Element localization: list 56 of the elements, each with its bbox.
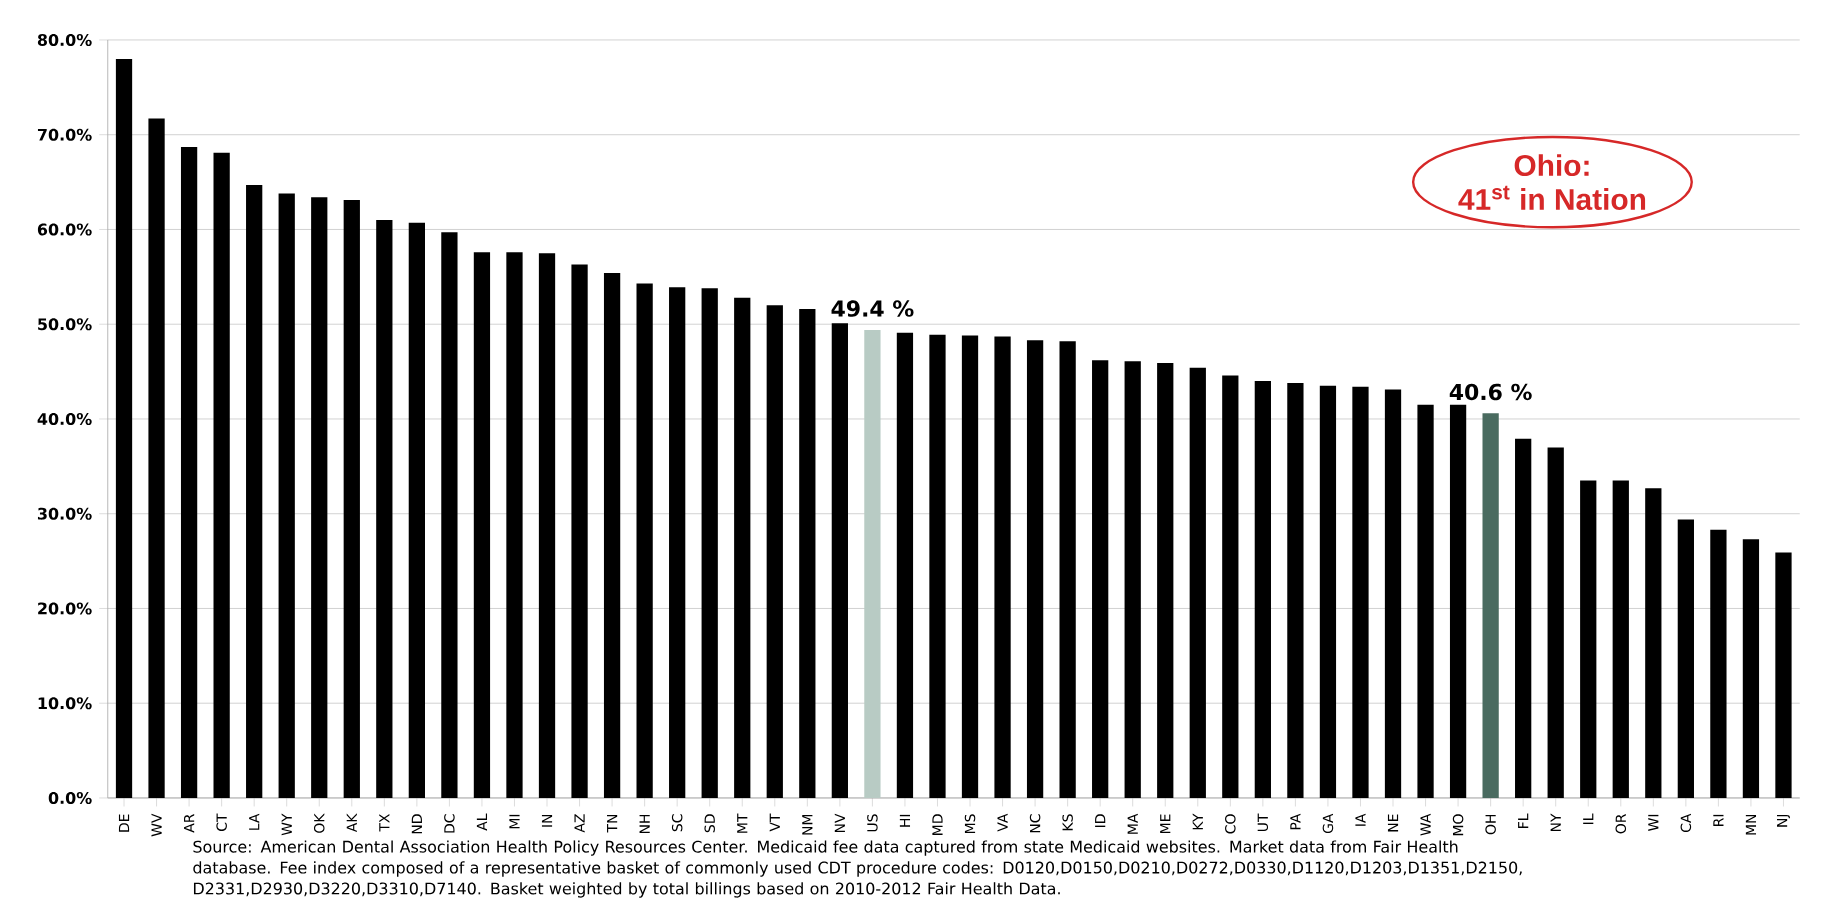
bar xyxy=(1124,361,1141,798)
bar xyxy=(1092,360,1109,798)
bar xyxy=(213,152,230,798)
bar xyxy=(603,273,621,798)
bar xyxy=(1515,438,1532,798)
bar xyxy=(473,252,491,798)
bar xyxy=(180,147,198,798)
bar xyxy=(278,193,295,798)
bar xyxy=(571,264,588,798)
bar xyxy=(831,323,848,798)
bar xyxy=(896,332,914,798)
bar xyxy=(1580,480,1597,798)
bar xyxy=(1417,404,1434,798)
bar xyxy=(636,283,653,798)
bar xyxy=(538,253,556,798)
bar xyxy=(1157,363,1174,798)
bar xyxy=(1059,341,1076,798)
bar xyxy=(1026,340,1044,798)
bar xyxy=(376,220,393,798)
bar xyxy=(311,197,328,798)
bar xyxy=(1742,539,1760,798)
data-label: 49.4 % xyxy=(831,300,914,317)
bar xyxy=(994,336,1011,798)
bar xyxy=(115,58,133,798)
bar xyxy=(701,288,718,798)
bar xyxy=(1287,382,1304,798)
bar xyxy=(961,335,979,798)
bar xyxy=(408,222,425,798)
bar xyxy=(929,334,946,798)
bar xyxy=(1645,488,1662,798)
bar xyxy=(441,232,458,798)
bar xyxy=(1384,389,1402,798)
bar xyxy=(1547,447,1564,798)
annotation: 41$^{st}$ in Nation xyxy=(1458,185,1646,210)
bar xyxy=(669,287,686,798)
data-label: 40.6 % xyxy=(1449,383,1532,401)
bar xyxy=(1189,367,1206,798)
bar xyxy=(1710,529,1727,798)
bar xyxy=(1319,385,1337,798)
bar xyxy=(766,305,783,798)
annotation: Ohio: xyxy=(1514,154,1589,177)
bar xyxy=(1254,381,1271,798)
bar xyxy=(1612,480,1629,798)
bar xyxy=(506,252,523,798)
bar xyxy=(246,184,263,798)
bar xyxy=(148,118,165,798)
bar xyxy=(1677,519,1694,798)
bar xyxy=(1352,386,1369,798)
bar xyxy=(799,309,816,798)
bar xyxy=(1482,413,1499,798)
bar xyxy=(1222,375,1239,798)
bar xyxy=(734,297,751,798)
bar xyxy=(1775,552,1792,798)
bar xyxy=(343,200,360,798)
bar xyxy=(1449,404,1467,798)
bar xyxy=(864,329,881,798)
